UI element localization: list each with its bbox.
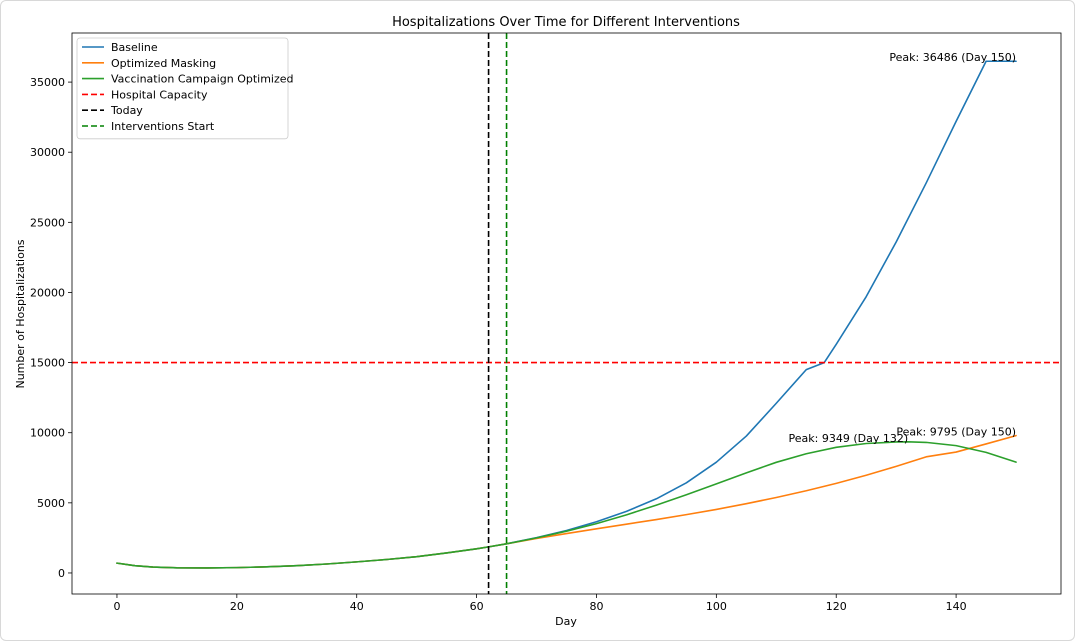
y-tick-label: 25000	[30, 216, 65, 229]
legend-box	[76, 37, 289, 140]
peak-annotation: Peak: 9349 (Day 132)	[789, 432, 909, 445]
y-tick-label: 0	[58, 567, 65, 580]
legend-label-hospital-capacity: Hospital Capacity	[111, 88, 208, 101]
y-tick-label: 10000	[30, 427, 65, 440]
series-line-optimized-masking	[116, 434, 1017, 569]
x-tick-label: 140	[946, 600, 967, 613]
plot-area: 0 20 40 60 80 100 120 140 0 5000 10000 15000 20000 25…	[30, 32, 1062, 613]
legend: Baseline Optimized Masking Vaccination Cam…	[76, 37, 294, 140]
x-tick-label: 100	[706, 600, 727, 613]
series-group	[116, 60, 1017, 569]
peak-annotation: Peak: 36486 (Day 150)	[889, 51, 1016, 64]
y-tick-label: 30000	[30, 146, 65, 159]
axes-frame	[71, 32, 1062, 595]
x-tick-label: 40	[350, 600, 364, 613]
chart-title: Hospitalizations Over Time for Different…	[392, 15, 740, 30]
x-axis-label: Day	[555, 615, 577, 628]
x-tick-label: 120	[826, 600, 847, 613]
legend-label-vaccination-campaign-optimized: Vaccination Campaign Optimized	[111, 73, 294, 86]
x-tick-label: 0	[113, 600, 120, 613]
y-tick-label: 5000	[37, 497, 65, 510]
series-line-vaccination-campaign-optimized	[116, 441, 1017, 569]
y-tick-label: 35000	[30, 76, 65, 89]
peak-annotation: Peak: 9795 (Day 150)	[896, 426, 1016, 439]
y-tick-label: 15000	[30, 357, 65, 370]
y-tick-label: 20000	[30, 286, 65, 299]
legend-label-today: Today	[110, 104, 143, 117]
x-tick-label: 20	[230, 600, 244, 613]
legend-label-interventions-start: Interventions Start	[111, 120, 215, 133]
x-tick-label: 60	[470, 600, 484, 613]
y-axis-label: Number of Hospitalizations	[14, 239, 27, 388]
x-tick-label: 80	[589, 600, 603, 613]
legend-label-optimized-masking: Optimized Masking	[111, 57, 216, 70]
legend-label-baseline: Baseline	[111, 41, 158, 54]
